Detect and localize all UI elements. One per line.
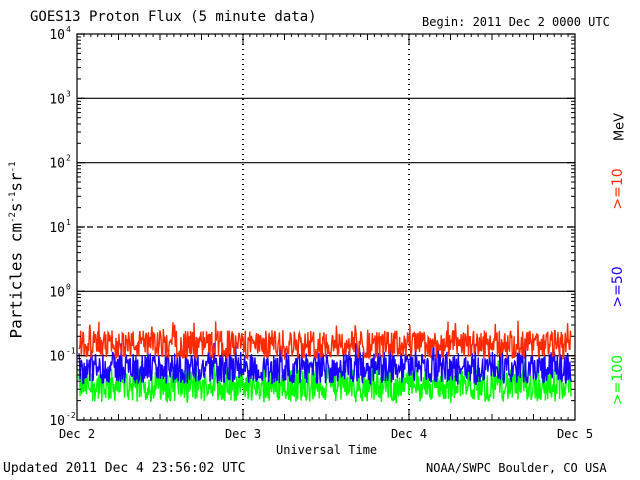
y-tick-exponent: 0 xyxy=(66,282,71,291)
y-tick-exponent: 3 xyxy=(66,89,71,98)
credit-text: NOAA/SWPC Boulder, CO USA xyxy=(426,461,607,475)
x-tick-label: Dec 4 xyxy=(391,427,427,441)
y-tick-label: 10 xyxy=(49,92,65,107)
y-tick-label: 10 xyxy=(49,350,65,365)
x-tick-label: Dec 5 xyxy=(557,427,593,441)
chart-title: GOES13 Proton Flux (5 minute data) xyxy=(30,9,317,25)
y-tick-exponent: 4 xyxy=(66,25,71,34)
x-axis-label: Universal Time xyxy=(276,443,378,457)
y-tick-exponent: 1 xyxy=(66,218,71,227)
legend-series-100: >=100 xyxy=(610,354,626,406)
y-tick-exponent: -2 xyxy=(66,411,76,420)
begin-time: Begin: 2011 Dec 2 0000 UTC xyxy=(422,15,610,29)
series-layer xyxy=(78,320,572,404)
y-tick-label: 10 xyxy=(49,414,65,429)
series-line-0 xyxy=(78,320,572,361)
legend-series-10: >=10 xyxy=(610,168,626,210)
legend-series-50: >=50 xyxy=(610,266,626,308)
x-tick-label: Dec 3 xyxy=(225,427,261,441)
y-tick-exponent: 2 xyxy=(66,154,71,163)
y-tick-label: 10 xyxy=(49,28,65,43)
updated-timestamp: Updated 2011 Dec 4 23:56:02 UTC xyxy=(3,461,246,476)
y-tick-label: 10 xyxy=(49,221,65,236)
series-line-2 xyxy=(78,359,572,404)
x-tick-label: Dec 2 xyxy=(59,427,95,441)
y-tick-label: 10 xyxy=(49,285,65,300)
legend-unit: MeV xyxy=(612,112,628,142)
y-tick-label: 10 xyxy=(49,157,65,172)
axes xyxy=(76,33,576,421)
series-line-1 xyxy=(78,342,572,386)
y-tick-exponent: -1 xyxy=(66,347,76,356)
